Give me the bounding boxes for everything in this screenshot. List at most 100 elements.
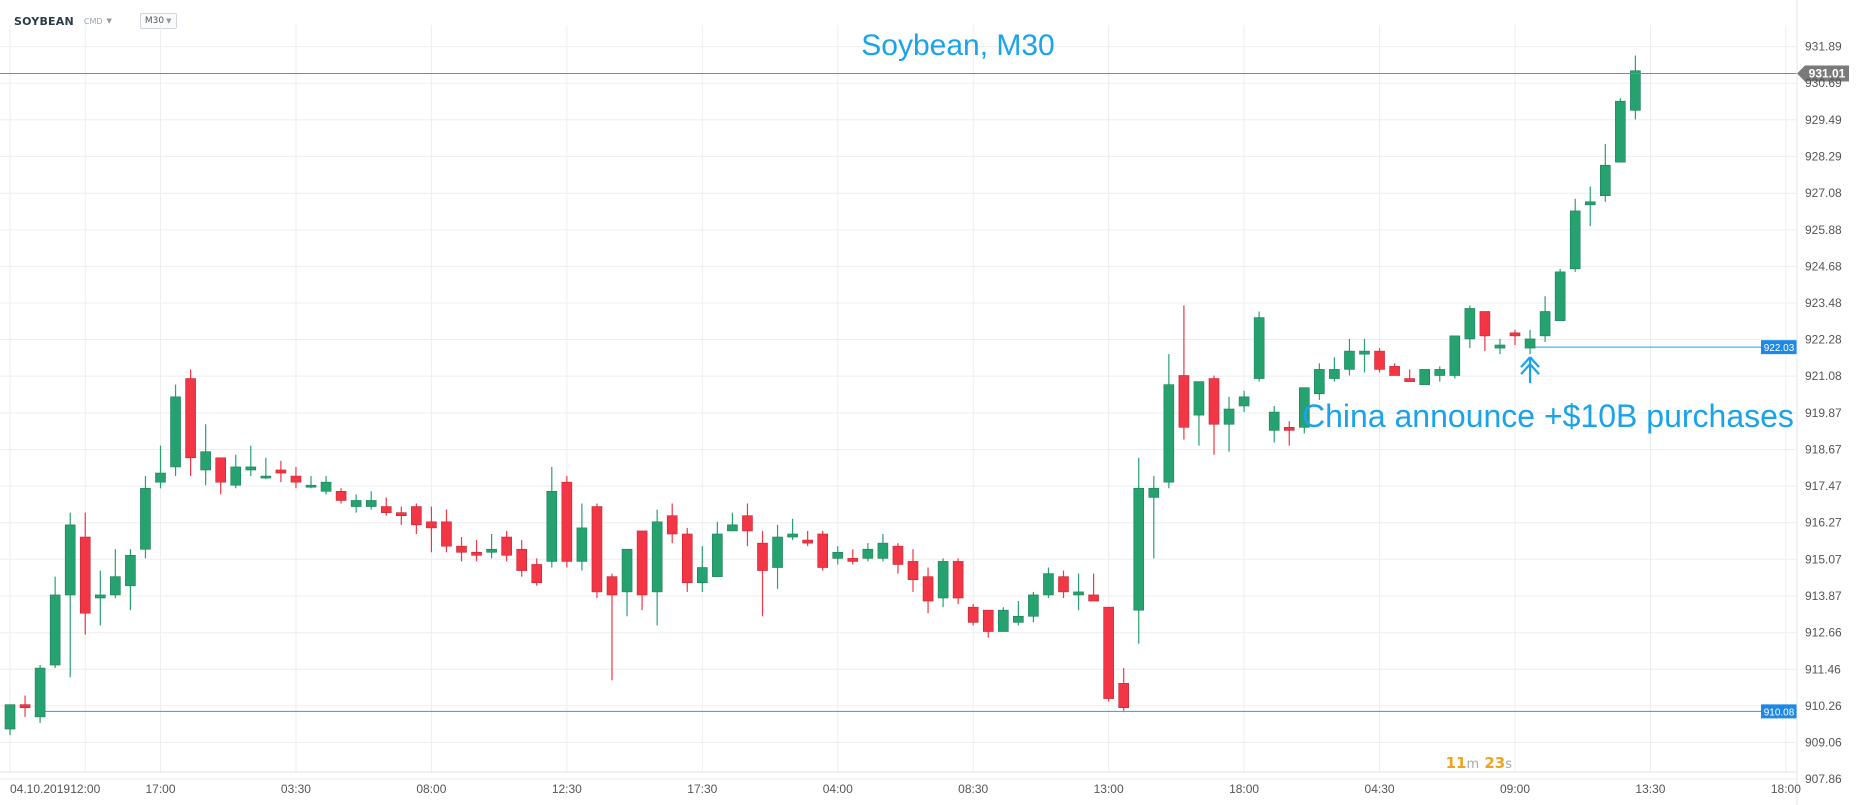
- x-tick-label: 09:00: [1500, 782, 1530, 796]
- candle: [561, 476, 573, 568]
- candle: [1253, 311, 1265, 382]
- candle: [1208, 375, 1220, 455]
- y-tick-label: 930.69: [1805, 76, 1842, 90]
- candle: [456, 537, 467, 562]
- x-tick-label: 04.10.2019: [10, 782, 70, 796]
- candle: [380, 497, 392, 516]
- candle: [155, 445, 166, 489]
- candle-body: [1193, 381, 1205, 416]
- candle-body: [862, 548, 874, 559]
- candle-body: [1253, 317, 1265, 379]
- y-tick-label: 924.68: [1805, 259, 1842, 273]
- candle-body: [817, 533, 829, 568]
- candle-body: [1404, 378, 1415, 382]
- candle-body: [1133, 487, 1145, 611]
- candle-body: [275, 469, 287, 474]
- candle: [636, 530, 648, 611]
- timer-seconds: 23: [1484, 754, 1506, 772]
- candle: [937, 558, 949, 608]
- candle-body: [997, 609, 1009, 632]
- y-tick-label: 915.07: [1805, 552, 1842, 566]
- candle: [516, 540, 528, 577]
- candle: [1554, 268, 1566, 321]
- candle: [576, 503, 588, 571]
- candle-body: [1043, 573, 1054, 596]
- timer-seconds-unit: s: [1505, 757, 1512, 772]
- candle: [772, 524, 783, 589]
- candle: [1615, 98, 1626, 163]
- candle-body: [1434, 369, 1446, 376]
- candle-body: [380, 506, 392, 513]
- candle-body: [1088, 594, 1099, 602]
- candle: [486, 533, 497, 559]
- candle: [1344, 338, 1355, 376]
- horizontal-levels: 922.03 910.08: [40, 340, 1797, 719]
- candle: [1088, 573, 1099, 602]
- candle: [742, 503, 753, 547]
- candle-body: [4, 704, 16, 730]
- candle-body: [501, 536, 512, 556]
- candle: [1238, 390, 1250, 413]
- candle-body: [1479, 311, 1491, 337]
- candle-body: [1344, 350, 1355, 370]
- candle-body: [1419, 369, 1430, 385]
- candle-body: [757, 542, 768, 571]
- candle-body: [395, 512, 407, 516]
- candle-body: [1584, 201, 1596, 206]
- timeframe-select[interactable]: M30 ▼: [139, 13, 177, 29]
- candle: [1509, 329, 1521, 346]
- candle-body: [320, 481, 332, 492]
- candle-body: [140, 487, 151, 550]
- candle: [757, 530, 768, 617]
- candle-body: [967, 606, 979, 623]
- candle-body: [1073, 591, 1084, 596]
- candle-body: [1283, 427, 1295, 431]
- candle-body: [1509, 332, 1521, 337]
- candle: [64, 512, 76, 678]
- candle: [320, 476, 332, 495]
- candle: [4, 704, 16, 736]
- bar-countdown-timer: 11m 23s: [1446, 754, 1512, 772]
- candle-body: [95, 594, 106, 599]
- candle-body: [727, 524, 738, 532]
- candle: [1193, 381, 1205, 446]
- candle-body: [1374, 350, 1385, 370]
- x-tick-label: 17:00: [145, 782, 175, 796]
- candle-body: [621, 548, 633, 593]
- current-price-label: 931.01: [1809, 66, 1846, 80]
- candle: [787, 518, 798, 541]
- symbol-label[interactable]: SOYBEAN: [14, 14, 74, 28]
- candle: [1389, 363, 1400, 376]
- y-tick-label: 921.08: [1805, 369, 1842, 383]
- candle: [712, 521, 723, 577]
- candle-body: [1103, 606, 1114, 699]
- candle: [606, 573, 618, 681]
- candle-body: [1389, 366, 1400, 376]
- candle: [1524, 329, 1536, 355]
- candle-body: [742, 515, 753, 532]
- x-tick-label: 03:30: [281, 782, 311, 796]
- candle-body: [19, 704, 31, 709]
- candle: [1630, 55, 1641, 120]
- candle-body: [591, 506, 603, 593]
- candle: [350, 494, 362, 513]
- candle-body: [651, 521, 663, 593]
- candle-body: [1148, 487, 1160, 498]
- candle-body: [681, 533, 693, 584]
- up-arrow-icon: [1520, 356, 1540, 384]
- candle: [967, 604, 979, 626]
- candle: [1449, 335, 1461, 379]
- category-label[interactable]: CMD ▼: [84, 17, 112, 26]
- candle: [260, 457, 272, 480]
- candle: [817, 530, 829, 571]
- candle-body: [1163, 384, 1175, 483]
- candle: [1118, 668, 1129, 711]
- candle: [1103, 606, 1114, 702]
- candle: [1600, 143, 1611, 202]
- candle-body: [426, 521, 437, 529]
- candle-body: [696, 567, 708, 584]
- candle: [666, 503, 678, 544]
- candle-body: [1615, 100, 1626, 163]
- candle: [200, 424, 211, 486]
